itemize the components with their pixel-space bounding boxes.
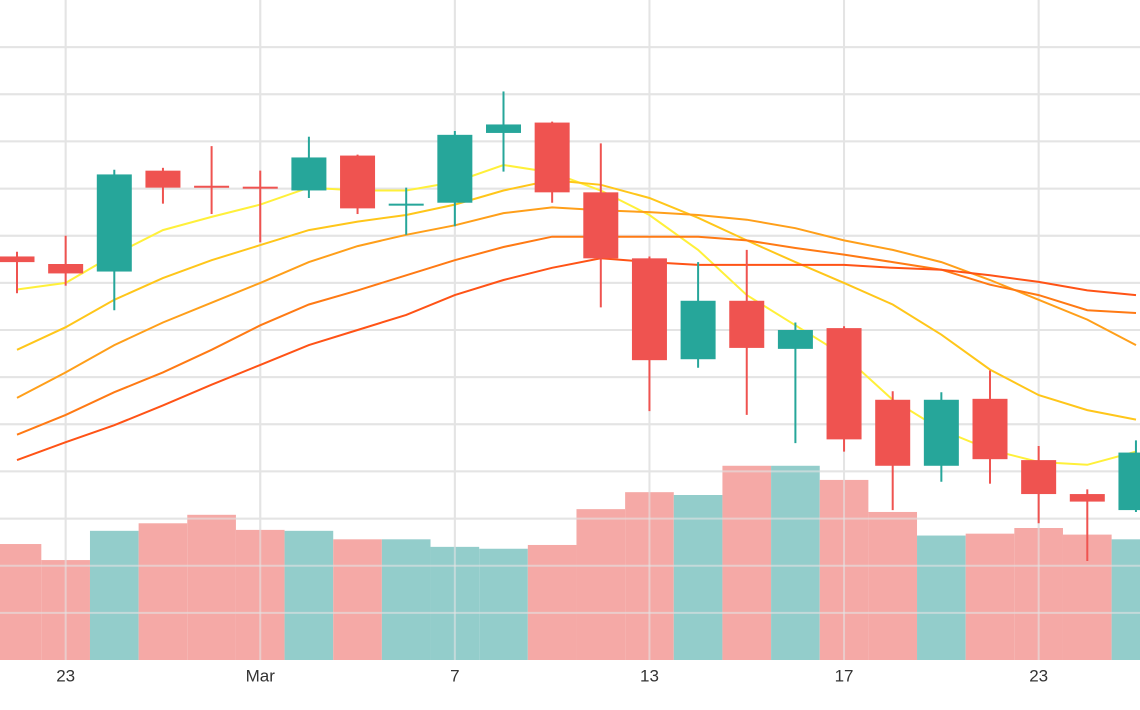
candle-body bbox=[1021, 460, 1057, 495]
volume-bar bbox=[187, 514, 236, 660]
volume-bar bbox=[284, 530, 334, 660]
moving-average-line bbox=[16, 257, 1137, 462]
candle-body bbox=[145, 170, 181, 188]
candle-body bbox=[388, 203, 424, 206]
candle-body bbox=[1118, 452, 1140, 511]
volume-bar bbox=[89, 530, 139, 660]
candle-body bbox=[534, 122, 570, 193]
candle-body bbox=[631, 258, 667, 361]
volume-bar bbox=[1111, 539, 1140, 660]
volume-bar bbox=[965, 533, 1015, 660]
moving-average-line bbox=[16, 163, 1137, 466]
candle-body bbox=[0, 256, 35, 263]
candle-body bbox=[972, 398, 1008, 460]
x-tick-label: 7 bbox=[450, 666, 459, 685]
candle-body bbox=[680, 300, 716, 360]
candle-body bbox=[291, 157, 327, 191]
candle-body bbox=[777, 330, 813, 349]
volume-bar bbox=[576, 509, 626, 660]
candle-body bbox=[729, 300, 765, 348]
candle-body bbox=[1069, 494, 1105, 502]
candle-body bbox=[194, 185, 230, 188]
grid-overlay bbox=[0, 0, 1140, 660]
volume-bar bbox=[381, 539, 431, 660]
x-tick-label: 23 bbox=[1029, 666, 1048, 685]
moving-averages bbox=[16, 163, 1137, 466]
volume-bars bbox=[0, 465, 1140, 660]
candle-body bbox=[48, 264, 84, 274]
moving-average-line bbox=[16, 179, 1137, 421]
candle-body bbox=[875, 399, 911, 466]
candle-body bbox=[923, 399, 959, 466]
candle-body bbox=[583, 192, 619, 259]
candle-body bbox=[340, 155, 376, 209]
candle-body bbox=[242, 186, 278, 189]
x-tick-label: 17 bbox=[835, 666, 854, 685]
candle-body bbox=[486, 124, 521, 133]
x-tick-label: Mar bbox=[246, 666, 276, 685]
volume-bar bbox=[917, 535, 966, 660]
volume-bar bbox=[527, 544, 577, 660]
candle-body bbox=[826, 328, 862, 440]
moving-average-line bbox=[16, 206, 1137, 399]
moving-average-line bbox=[16, 235, 1137, 436]
volume-bar bbox=[479, 548, 528, 660]
volume-bar bbox=[138, 523, 188, 660]
candle-body bbox=[437, 134, 473, 203]
candle-body bbox=[96, 174, 132, 272]
x-tick-label: 23 bbox=[56, 666, 75, 685]
candles bbox=[0, 91, 1140, 561]
x-tick-label: 13 bbox=[640, 666, 659, 685]
volume-bar bbox=[333, 539, 382, 660]
volume-bar bbox=[722, 465, 772, 660]
volume-bar bbox=[0, 544, 42, 660]
volume-bar bbox=[868, 511, 918, 660]
volume-bar bbox=[771, 465, 820, 660]
volume-bar bbox=[673, 495, 723, 660]
